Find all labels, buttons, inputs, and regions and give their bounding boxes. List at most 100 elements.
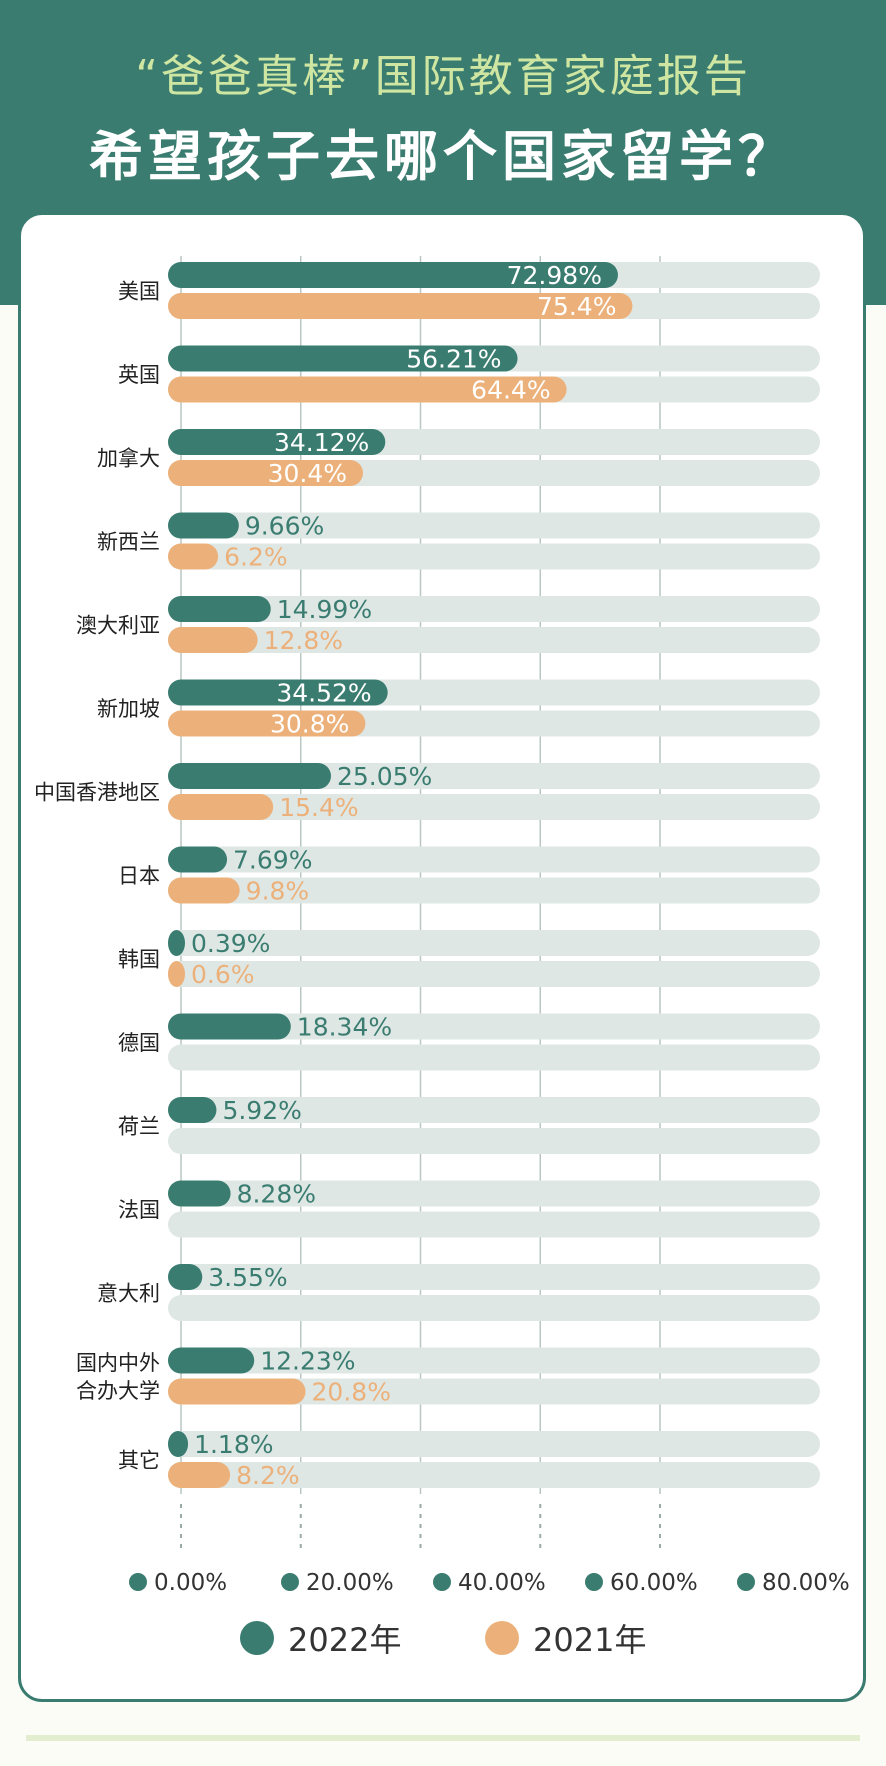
- track-4-1: [168, 627, 820, 653]
- bar-1-4: [168, 627, 258, 653]
- track-13-1: [168, 1378, 820, 1405]
- category-label: 荷兰: [118, 1115, 160, 1139]
- data-label-1-6: 15.4%: [279, 793, 358, 822]
- track-9-0: [168, 1013, 820, 1040]
- data-label-0-4: 14.99%: [277, 595, 372, 624]
- bottom-rule: [26, 1735, 860, 1741]
- data-label-1-14: 8.2%: [236, 1461, 300, 1490]
- data-label-0-1: 56.21%: [406, 345, 501, 374]
- legend: 2022年 2021年: [0, 1615, 886, 1665]
- tick-label-0: 0.00%: [154, 1570, 227, 1596]
- track-3-0: [168, 512, 820, 539]
- category-label: 其它: [118, 1449, 160, 1473]
- data-label-0-7: 7.69%: [233, 846, 312, 875]
- data-label-0-14: 1.18%: [194, 1430, 273, 1459]
- track-8-0: [168, 930, 820, 956]
- bar-0-9: [168, 1013, 291, 1040]
- bar-0-2: [168, 429, 386, 455]
- track-14-1: [168, 1462, 820, 1488]
- track-6-0: [168, 763, 820, 789]
- bar-0-3: [168, 512, 239, 539]
- track-9-1: [168, 1044, 820, 1071]
- category-label: 美国: [118, 280, 160, 304]
- data-label-0-9: 18.34%: [297, 1013, 392, 1042]
- data-label-0-11: 8.28%: [237, 1180, 316, 1209]
- category-label: 新加坡: [97, 697, 160, 721]
- bar-0-12: [168, 1264, 203, 1290]
- category-label: 德国: [118, 1031, 160, 1055]
- track-6-1: [168, 794, 820, 820]
- data-label-0-13: 12.23%: [260, 1347, 355, 1376]
- data-label-0-10: 5.92%: [222, 1096, 301, 1125]
- legend-label-2022: 2022年: [288, 1621, 402, 1659]
- legend-item-2021: 2021年: [485, 1615, 646, 1661]
- bar-1-0: [168, 293, 633, 319]
- data-label-0-8: 0.39%: [191, 929, 270, 958]
- bar-0-6: [168, 763, 331, 789]
- track-8-1: [168, 961, 820, 987]
- bar-1-7: [168, 877, 240, 904]
- bar-1-14: [168, 1462, 231, 1488]
- data-label-1-0: 75.4%: [537, 292, 616, 321]
- data-label-1-13: 20.8%: [312, 1378, 391, 1407]
- track-10-0: [168, 1097, 820, 1123]
- tick-dot-1: [281, 1573, 299, 1591]
- track-11-0: [168, 1180, 820, 1207]
- bar-1-2: [168, 460, 364, 486]
- bar-0-8: [168, 930, 185, 956]
- legend-label-2021: 2021年: [533, 1621, 647, 1659]
- chart-title: 希望孩子去哪个国家留学？: [89, 125, 797, 188]
- bar-1-6: [168, 794, 274, 820]
- track-13-0: [168, 1347, 820, 1374]
- data-label-1-2: 30.4%: [268, 459, 347, 488]
- data-label-0-12: 3.55%: [208, 1263, 287, 1292]
- tick-dot-4: [737, 1573, 755, 1591]
- category-label: 加拿大: [97, 447, 160, 471]
- category-label: 意大利: [97, 1282, 160, 1306]
- bar-0-14: [168, 1431, 189, 1457]
- bar-0-10: [168, 1097, 217, 1123]
- data-label-1-3: 6.2%: [224, 543, 288, 572]
- category-label: 澳大利亚: [76, 614, 160, 638]
- bar-1-1: [168, 376, 567, 403]
- tick-label-4: 80.00%: [762, 1570, 850, 1596]
- data-label-1-1: 64.4%: [471, 376, 550, 405]
- data-label-0-6: 25.05%: [337, 762, 432, 791]
- tick-dot-3: [585, 1573, 603, 1591]
- tick-label-1: 20.00%: [306, 1570, 394, 1596]
- data-label-0-2: 34.12%: [274, 428, 369, 457]
- tick-label-2: 40.00%: [458, 1570, 546, 1596]
- category-label: 法国: [118, 1198, 160, 1222]
- bar-1-5: [168, 710, 366, 737]
- data-label-1-8: 0.6%: [191, 960, 255, 989]
- track-3-1: [168, 543, 820, 570]
- data-label-0-3: 9.66%: [245, 512, 324, 541]
- data-label-1-4: 12.8%: [264, 626, 343, 655]
- bar-1-8: [168, 961, 185, 987]
- bar-1-3: [168, 543, 219, 570]
- report-subtitle: “爸爸真棒”国际教育家庭报告: [135, 51, 751, 102]
- legend-item-2022: 2022年: [240, 1615, 401, 1661]
- track-12-1: [168, 1295, 820, 1321]
- category-label: 合办大学: [76, 1379, 160, 1403]
- bar-1-13: [168, 1378, 306, 1405]
- category-label: 英国: [118, 363, 160, 387]
- data-label-1-7: 9.8%: [246, 877, 310, 906]
- bar-0-4: [168, 596, 271, 622]
- bar-0-11: [168, 1180, 231, 1207]
- bar-0-0: [168, 262, 618, 288]
- track-10-1: [168, 1128, 820, 1154]
- track-7-0: [168, 846, 820, 873]
- data-label-0-5: 34.52%: [276, 679, 371, 708]
- category-label: 日本: [118, 864, 160, 888]
- bar-0-5: [168, 679, 388, 706]
- category-label: 中国香港地区: [34, 781, 160, 805]
- category-label: 新西兰: [97, 530, 160, 554]
- bar-0-7: [168, 846, 228, 873]
- data-label-0-0: 72.98%: [507, 261, 602, 290]
- track-12-0: [168, 1264, 820, 1290]
- category-label: 国内中外: [76, 1351, 160, 1375]
- category-label: 韩国: [118, 948, 160, 972]
- tick-dot-2: [433, 1573, 451, 1591]
